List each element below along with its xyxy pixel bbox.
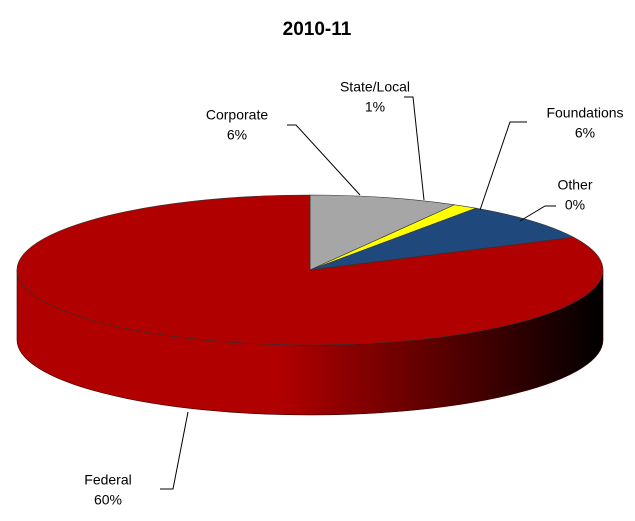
slice-label: Foundations xyxy=(546,105,623,121)
leader-line xyxy=(519,205,556,222)
slice-label: Federal xyxy=(84,472,131,488)
pie-slice xyxy=(309,207,575,271)
leader-line xyxy=(479,121,527,211)
slice-value-label: 6% xyxy=(227,127,247,143)
slice-value-label: 60% xyxy=(94,492,122,508)
leader-line xyxy=(287,124,361,196)
chart-title: 2010-11 xyxy=(283,19,352,40)
leader-line xyxy=(160,411,189,490)
pie-slice xyxy=(16,194,604,346)
slice-label: Other xyxy=(557,177,592,193)
slice-value-label: 1% xyxy=(365,99,385,115)
leader-line xyxy=(404,96,425,201)
slice-label: State/Local xyxy=(340,79,410,95)
slice-label: Corporate xyxy=(206,107,268,123)
slice-value-label: 6% xyxy=(575,125,595,141)
pie-slice xyxy=(309,194,456,271)
slice-value-label: 0% xyxy=(565,197,585,213)
